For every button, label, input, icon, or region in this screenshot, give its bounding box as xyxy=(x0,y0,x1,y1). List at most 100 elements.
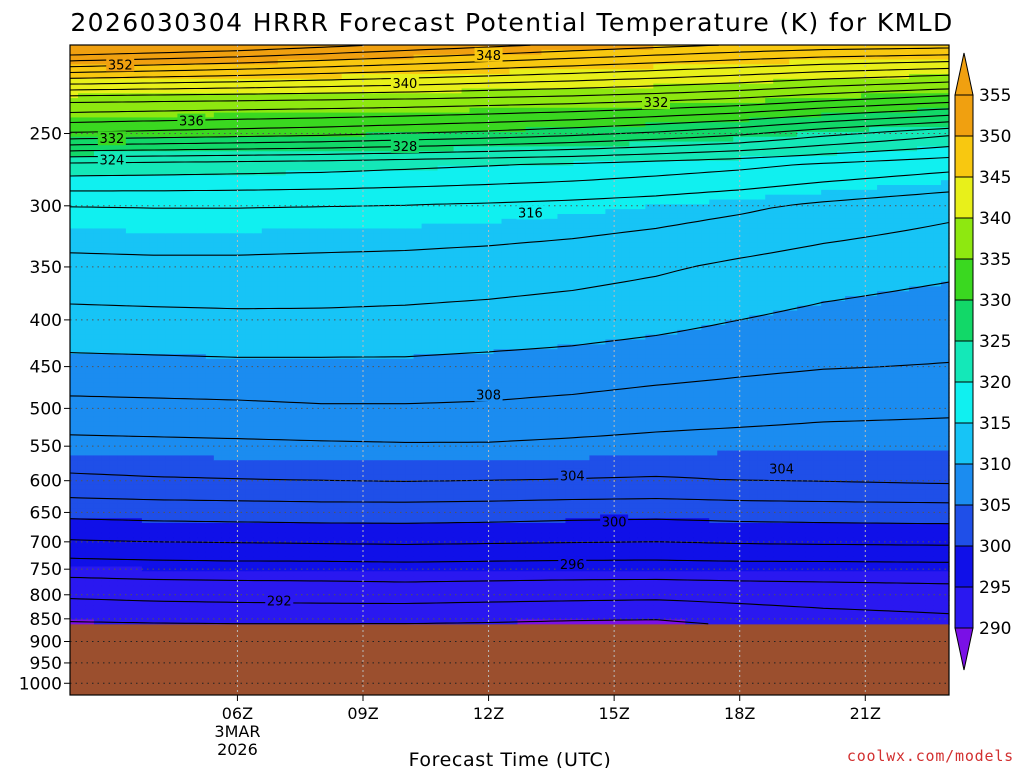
y-tick-label-300: 300 xyxy=(30,197,62,217)
colorbar-segment-290 xyxy=(954,586,974,629)
contour-line-314 xyxy=(69,191,950,256)
x-tick-date-line: 3MAR xyxy=(214,722,260,741)
colorbar-label-335: 335 xyxy=(979,250,1011,270)
colorbar-segment-335 xyxy=(954,217,974,260)
y-tick-label-400: 400 xyxy=(30,311,62,331)
y-tick-label-850: 850 xyxy=(30,610,62,630)
contour-label-bg xyxy=(177,113,206,128)
y-tick-label-250: 250 xyxy=(30,124,62,144)
contour-lines xyxy=(69,44,950,625)
colorbar-segment-305 xyxy=(954,463,974,506)
contour-line-348 xyxy=(69,47,950,74)
colorbar-label-320: 320 xyxy=(979,373,1011,393)
y-tick-label-700: 700 xyxy=(30,533,62,553)
contour-line-320 xyxy=(69,146,950,177)
contour-line-336 xyxy=(69,88,950,114)
y-tick-label-1000: 1000 xyxy=(19,674,62,694)
y-tick-label-750: 750 xyxy=(30,560,62,580)
contour-line-330 xyxy=(69,108,950,140)
colorbar-label-350: 350 xyxy=(979,127,1011,147)
y-tick-label-900: 900 xyxy=(30,632,62,652)
y-axis: 2503003504004505005506006507007508008509… xyxy=(19,124,70,694)
contour-label-bg xyxy=(390,75,419,90)
x-tick-label-06Z: 06Z xyxy=(222,704,253,723)
contour-line-308 xyxy=(69,361,950,405)
contour-label-316: 316 xyxy=(518,206,543,221)
contour-line-344 xyxy=(69,61,950,85)
y-tick-label-650: 650 xyxy=(30,503,62,523)
credit-text: coolwx.com/models xyxy=(847,747,1014,765)
contour-line-310 xyxy=(69,281,950,358)
contour-line-340 xyxy=(69,74,950,97)
colorbar-label-355: 355 xyxy=(979,86,1011,106)
contour-line-290 xyxy=(69,619,709,625)
colorbar-label-295: 295 xyxy=(979,578,1011,598)
colorbar-segment-315 xyxy=(954,381,974,424)
x-tick-label-09Z: 09Z xyxy=(347,704,378,723)
contour-label-332: 332 xyxy=(99,132,124,147)
contour-labels: 352 348 340 336 332 332 328 324 316 308 304 304 300 2… xyxy=(97,47,796,610)
contour-label-bg xyxy=(474,47,503,62)
contour-line-332 xyxy=(69,101,950,133)
contour-line-294 xyxy=(69,576,950,585)
colorbar-label-290: 290 xyxy=(979,619,1011,639)
contour-label-308: 308 xyxy=(476,389,501,404)
contour-label-352: 352 xyxy=(108,58,133,73)
y-tick-label-550: 550 xyxy=(30,437,62,457)
colorbar-label-310: 310 xyxy=(979,455,1011,475)
contour-label-bg xyxy=(390,138,419,153)
contour-label-bg xyxy=(516,205,545,220)
contour-line-292 xyxy=(69,598,950,615)
x-tick-label-15Z: 15Z xyxy=(598,704,629,723)
contour-line-350 xyxy=(69,44,719,68)
contour-line-298 xyxy=(69,539,949,546)
plot-area: 352 348 340 336 332 332 328 324 316 308 304 304 300 2… xyxy=(19,44,950,759)
contour-label-328: 328 xyxy=(392,140,417,155)
contour-label-bg xyxy=(600,514,629,529)
colorbar-label-315: 315 xyxy=(979,414,1011,434)
contour-line-322 xyxy=(69,135,950,164)
contour-line-326 xyxy=(69,121,950,152)
colorbar-label-345: 345 xyxy=(979,168,1011,188)
contour-label-336: 336 xyxy=(179,115,204,130)
contour-label-292: 292 xyxy=(267,595,292,610)
chart-title: 2026030304 HRRR Forecast Potential Tempe… xyxy=(70,8,953,37)
time-gridlines xyxy=(236,45,866,695)
plot-frame xyxy=(69,44,950,696)
contour-line-328 xyxy=(69,114,950,146)
colorbar-segment-320 xyxy=(954,340,974,383)
contour-label-bg xyxy=(106,57,135,72)
contour-label-300: 300 xyxy=(602,515,627,530)
contour-label-332: 332 xyxy=(644,96,669,111)
contour-line-302 xyxy=(69,497,950,504)
x-tick-label-12Z: 12Z xyxy=(473,704,504,723)
y-tick-label-800: 800 xyxy=(30,586,62,606)
contour-label-324: 324 xyxy=(99,154,124,169)
contour-label-bg xyxy=(265,593,294,608)
contour-line-334 xyxy=(69,95,950,124)
contour-line-342 xyxy=(69,67,950,91)
colorbar-label-325: 325 xyxy=(979,332,1011,352)
contour-line-316 xyxy=(69,171,950,209)
contour-label-bg xyxy=(474,387,503,402)
ground-fill xyxy=(70,624,949,695)
contour-line-306 xyxy=(69,417,950,443)
y-tick-label-500: 500 xyxy=(30,399,62,419)
colorbar-bottom-arrow xyxy=(954,627,974,671)
colorbar-segment-310 xyxy=(954,422,974,465)
contour-label-bg xyxy=(767,461,796,476)
colorbar-segment-300 xyxy=(954,504,974,547)
x-tick-year-line: 2026 xyxy=(217,740,258,759)
colorbar-segment-295 xyxy=(954,545,974,588)
contour-label-340: 340 xyxy=(392,77,417,92)
x-axis-label: Forecast Time (UTC) xyxy=(409,749,612,768)
contour-line-300 xyxy=(69,518,950,525)
contour-label-bg xyxy=(558,556,587,571)
colorbar-segment-330 xyxy=(954,258,974,301)
x-tick-label-18Z: 18Z xyxy=(724,704,755,723)
contour-label-bg xyxy=(97,131,126,146)
colorbar-label-305: 305 xyxy=(979,496,1011,516)
y-tick-label-350: 350 xyxy=(30,258,62,278)
